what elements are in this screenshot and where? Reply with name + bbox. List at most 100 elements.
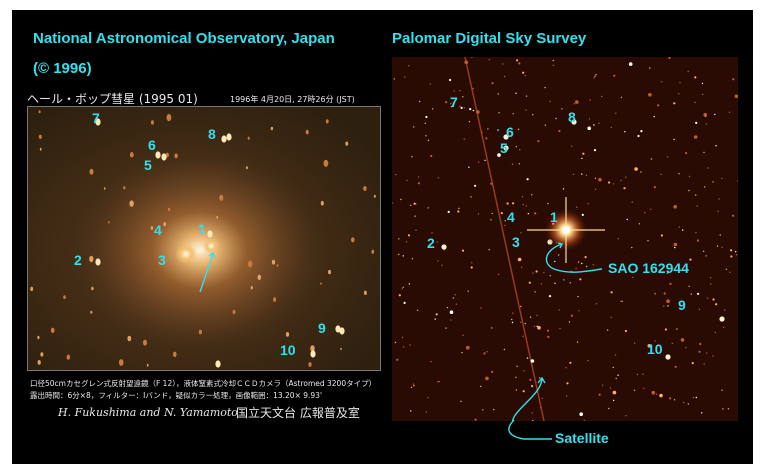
star (401, 336, 404, 339)
right-star-label-4: 4 (507, 209, 515, 225)
star (436, 241, 438, 243)
star (608, 181, 611, 184)
star (660, 234, 663, 237)
star (577, 295, 579, 298)
star (725, 268, 728, 270)
star (706, 297, 709, 299)
star (491, 82, 494, 85)
star (644, 271, 646, 273)
star (393, 78, 395, 80)
star (531, 194, 533, 196)
satellite-label: Satellite (555, 430, 609, 446)
star (673, 205, 677, 209)
star (532, 272, 534, 274)
star (522, 71, 525, 74)
star (351, 237, 355, 243)
star (50, 327, 55, 333)
star (565, 367, 567, 369)
bright-star (95, 258, 101, 266)
star (674, 365, 677, 368)
star (89, 255, 94, 263)
left-star-label-2: 2 (74, 252, 82, 268)
star (363, 186, 367, 191)
star (695, 194, 697, 196)
star (694, 101, 696, 104)
star (472, 87, 474, 90)
star (37, 335, 40, 340)
star (704, 115, 707, 117)
star (118, 359, 124, 366)
star (438, 381, 440, 383)
star (728, 111, 731, 113)
star (310, 345, 315, 352)
star (484, 159, 486, 162)
comet-ccd-render (28, 107, 380, 370)
star (688, 189, 690, 192)
star (527, 213, 529, 215)
star (497, 273, 500, 276)
star (522, 390, 525, 393)
star (583, 419, 585, 421)
star (688, 175, 691, 178)
star (576, 206, 578, 208)
star (449, 78, 452, 82)
star (634, 342, 636, 344)
star (476, 110, 480, 114)
comet-title-jp: ヘール・ボップ彗星 (1995 01) (27, 92, 198, 106)
star (532, 114, 534, 116)
star (594, 188, 597, 190)
star (245, 166, 248, 170)
star (644, 211, 646, 214)
star (632, 276, 634, 279)
star (430, 360, 432, 363)
star (396, 358, 399, 361)
star (511, 321, 514, 324)
star (674, 246, 676, 249)
star (457, 210, 460, 213)
star (594, 75, 596, 77)
star (669, 282, 672, 285)
star (587, 359, 589, 362)
star (127, 335, 132, 342)
star (673, 399, 676, 401)
star (398, 294, 401, 297)
star (695, 121, 698, 124)
star (568, 321, 571, 323)
bright-star (221, 135, 227, 143)
star (512, 312, 514, 314)
star (648, 93, 652, 97)
star (598, 122, 600, 125)
star (702, 250, 705, 252)
star (525, 109, 527, 111)
star (515, 92, 517, 94)
star (174, 153, 178, 159)
comet-title-date: 1996年 4月20日, 27時26分 (JST) (230, 95, 355, 104)
star (515, 376, 517, 378)
star (697, 292, 700, 295)
right-star-label-2: 2 (427, 235, 435, 251)
star (531, 412, 533, 414)
star (459, 105, 461, 108)
star (463, 138, 465, 140)
star (657, 104, 660, 107)
star (595, 303, 598, 305)
star (539, 377, 541, 379)
star (414, 215, 416, 217)
star (247, 260, 253, 268)
star (685, 152, 688, 155)
bright-star (226, 133, 232, 141)
star (431, 232, 433, 234)
star (503, 348, 506, 351)
star (323, 159, 329, 167)
star (732, 78, 735, 81)
star (549, 100, 551, 103)
left-star-label-10: 10 (280, 342, 296, 358)
star (694, 76, 697, 79)
star (471, 57, 473, 58)
star (502, 63, 504, 65)
bright-star (161, 153, 167, 161)
star (631, 201, 633, 203)
star (714, 113, 716, 116)
star (654, 340, 656, 342)
star (637, 134, 640, 138)
